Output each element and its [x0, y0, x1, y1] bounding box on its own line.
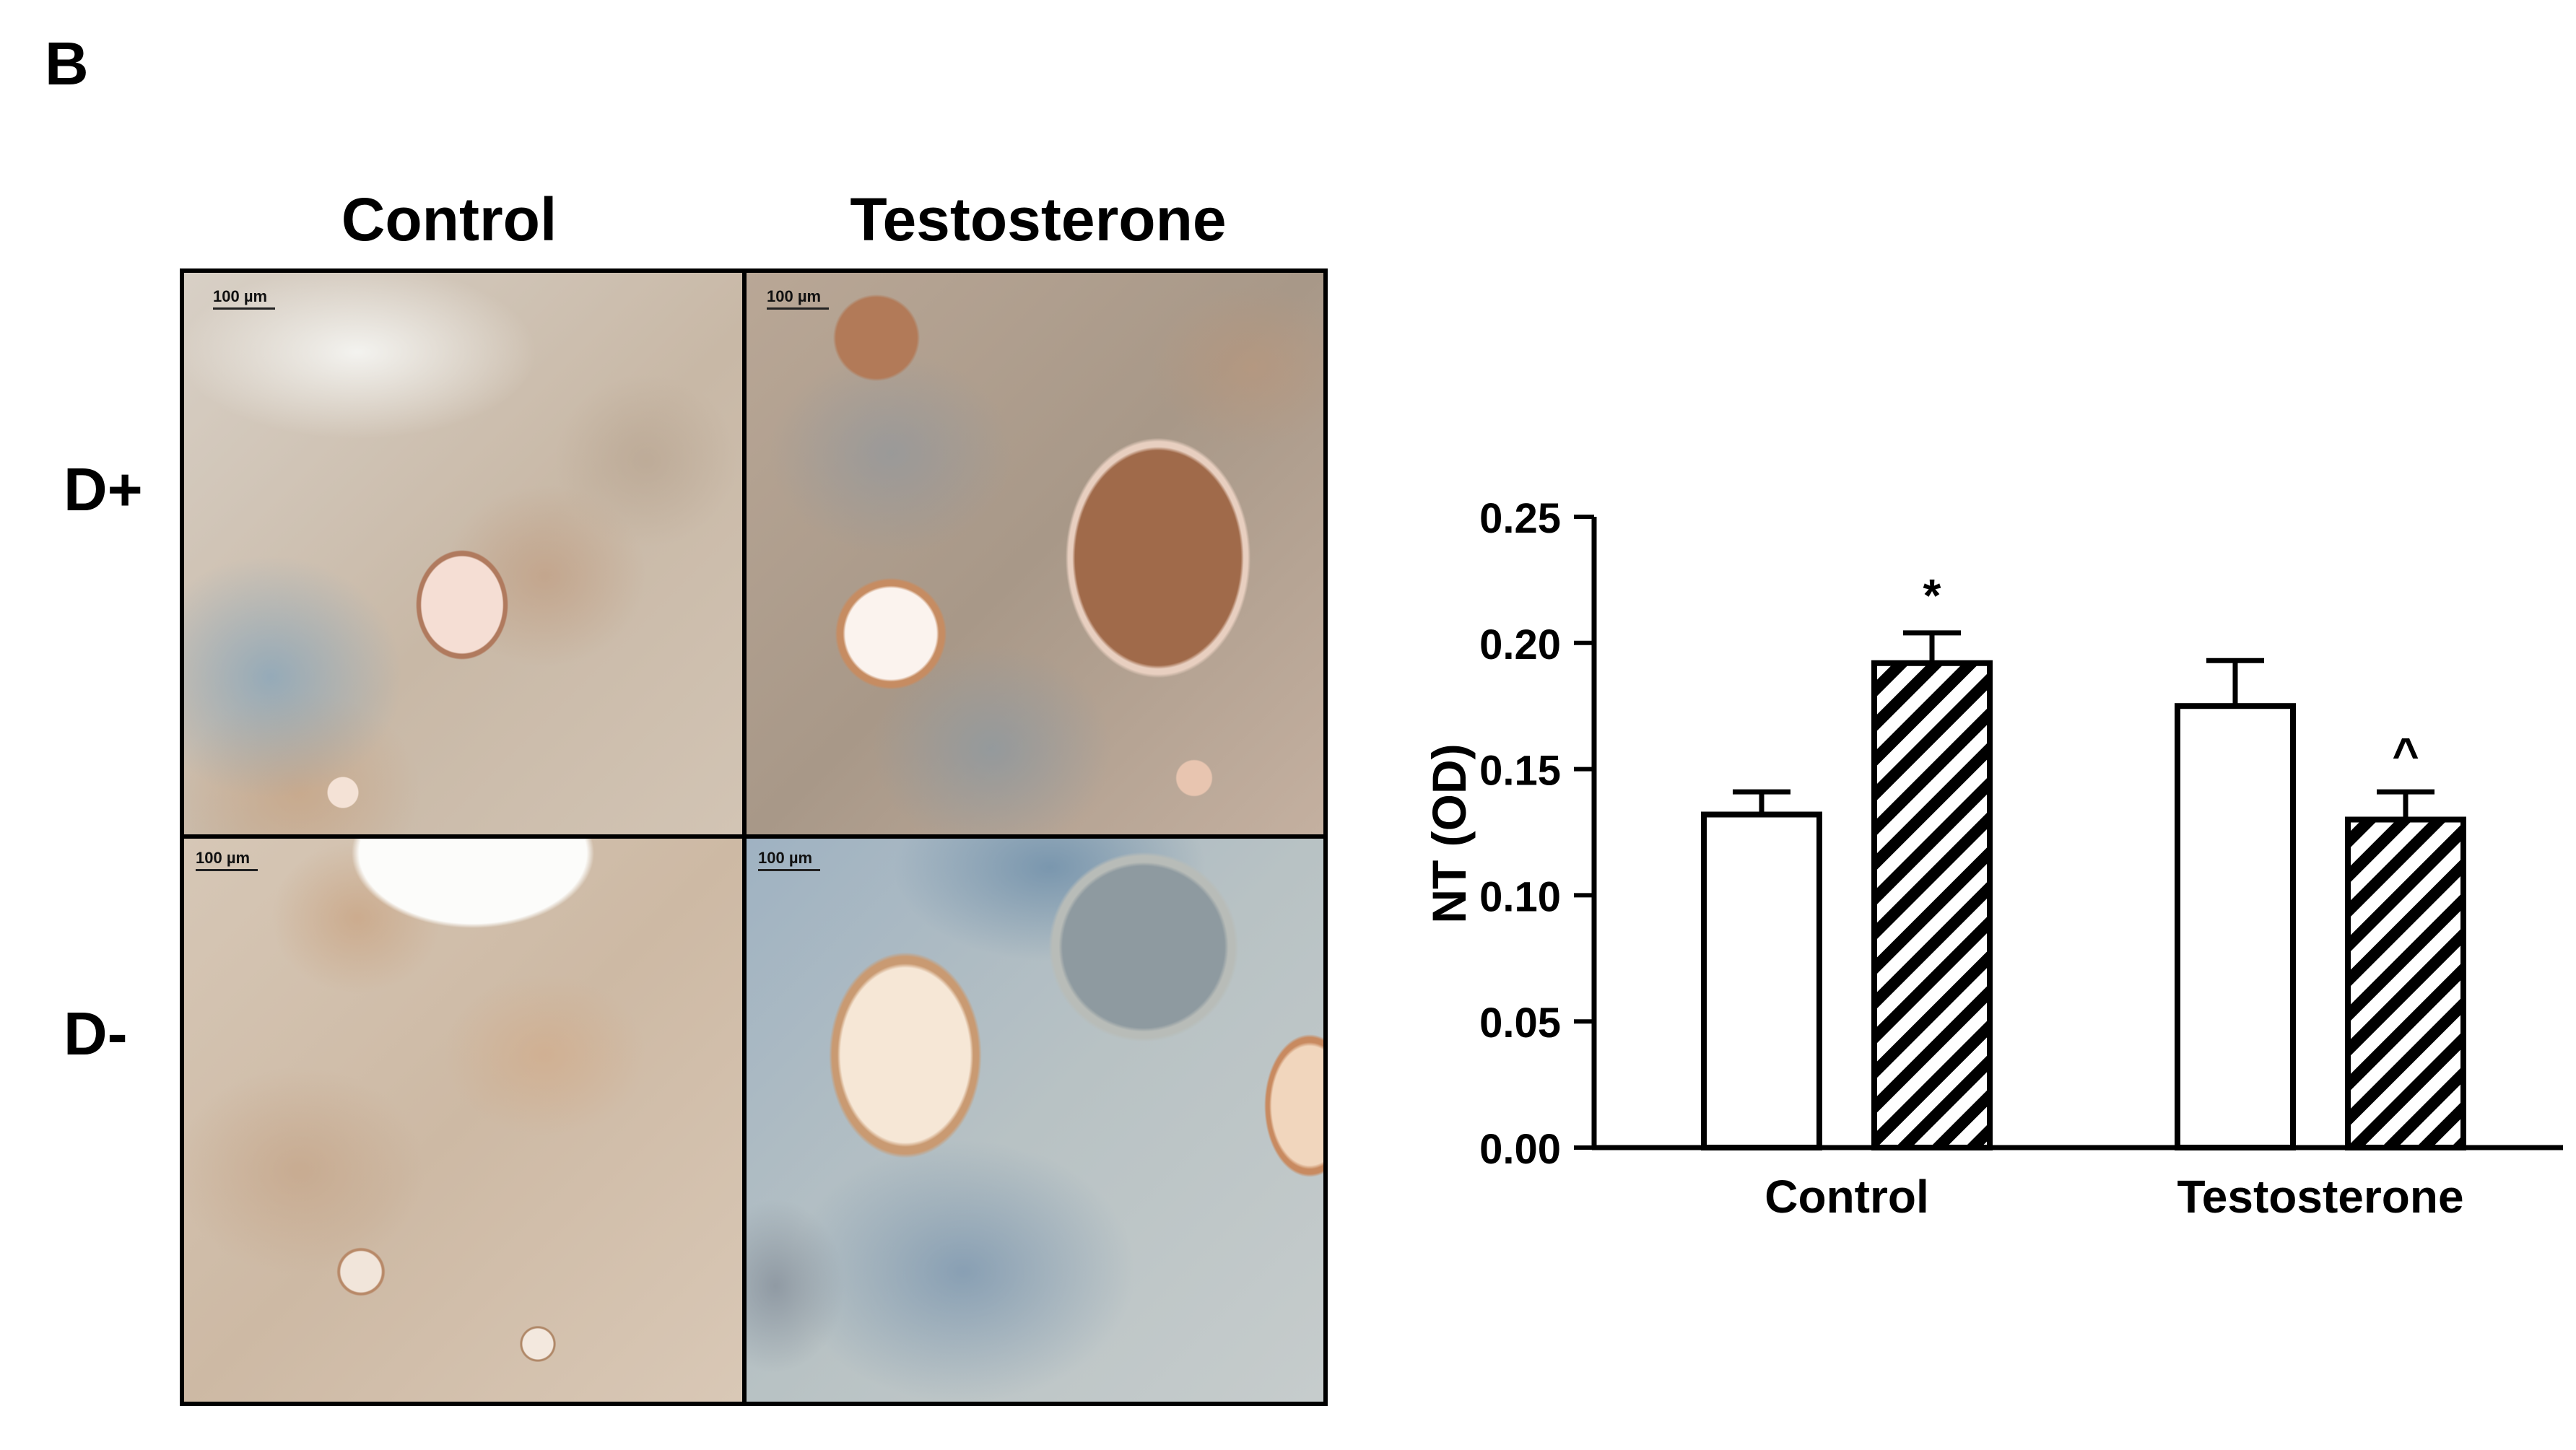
scale-bar: 100 µm [213, 287, 275, 310]
micrograph-grid: 100 µm 100 µm 100 µm 100 µm [180, 268, 1328, 1406]
bar-chart: 0.00 0.05 0.10 0.15 0.20 0.25 * ^ Control Testo… [1422, 495, 2563, 1223]
y-tick-label: 0.20 [1479, 621, 1561, 668]
scale-bar-label: 100 µm [213, 287, 268, 305]
bar-testosterone-hatched [2345, 816, 2466, 1150]
y-tick-label: 0.25 [1479, 495, 1561, 542]
scale-bar: 100 µm [758, 849, 820, 871]
y-axis-label: NT (OD) [1422, 743, 1476, 923]
scale-bar: 100 µm [196, 849, 258, 871]
y-tick-label: 0.15 [1479, 748, 1561, 795]
y-tick-label: 0.10 [1479, 873, 1561, 920]
y-tick-label: 0.05 [1479, 1000, 1561, 1047]
bar-control-white [1701, 811, 1822, 1150]
bar-testosterone-white [2175, 703, 2296, 1150]
scale-bar-label: 100 µm [758, 849, 813, 867]
row-label-d-minus: D- [64, 1000, 128, 1067]
significance-marker: * [1923, 569, 1941, 621]
column-label-testosterone: Testosterone [850, 185, 1227, 253]
column-label-control: Control [341, 185, 557, 253]
y-tick-label: 0.00 [1479, 1126, 1561, 1173]
scale-bar-label: 100 µm [196, 849, 251, 867]
row-label-d-plus: D+ [64, 455, 143, 523]
bar-control-hatched [1871, 660, 1993, 1150]
x-tick-label: Control [1765, 1171, 1929, 1223]
scale-bar-label: 100 µm [767, 287, 822, 305]
micrograph-testosterone-d-minus: 100 µm [747, 839, 1323, 1402]
micrograph-testosterone-d-plus: 100 µm [747, 273, 1323, 834]
micrograph-control-d-plus: 100 µm [184, 273, 742, 834]
scale-bar: 100 µm [767, 287, 829, 310]
x-tick-label: Testosterone [2177, 1171, 2463, 1223]
significance-marker: ^ [2392, 728, 2419, 780]
micrograph-control-d-minus: 100 µm [184, 839, 742, 1402]
panel-letter: B [45, 30, 89, 97]
